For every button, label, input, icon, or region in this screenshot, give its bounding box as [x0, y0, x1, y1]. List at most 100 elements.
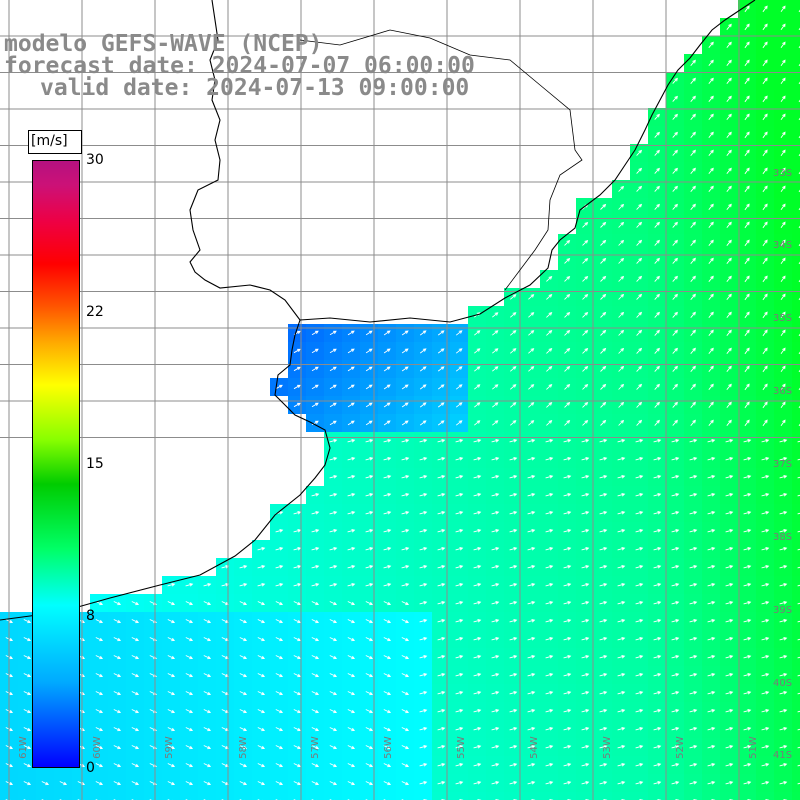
wind-arrow — [527, 762, 536, 767]
wind-arrow — [563, 564, 572, 569]
wind-arrow — [510, 402, 517, 408]
wind-arrow — [545, 528, 554, 533]
wind-arrow — [546, 365, 553, 372]
wind-arrow — [617, 546, 626, 551]
wind-arrow — [491, 582, 500, 587]
wind-arrow — [780, 149, 786, 157]
wind-arrow — [761, 636, 770, 641]
wind-arrow — [419, 420, 427, 426]
wind-arrow — [725, 744, 734, 749]
wind-arrow — [671, 456, 680, 461]
lon-label-55w: 55W — [455, 736, 467, 759]
wind-cell — [198, 792, 216, 800]
wind-cell — [792, 270, 800, 288]
wind-arrow — [113, 745, 122, 750]
wind-arrow — [329, 366, 337, 372]
wind-arrow — [401, 745, 410, 750]
wind-arrow — [635, 582, 644, 587]
wind-arrow — [131, 727, 140, 732]
wind-arrow — [527, 636, 536, 641]
wind-arrow — [564, 383, 571, 390]
wind-arrow — [455, 672, 464, 677]
wind-arrow — [581, 618, 590, 623]
wind-cell — [612, 792, 630, 800]
wind-arrow — [491, 780, 500, 785]
wind-arrow — [762, 113, 768, 121]
wind-arrow — [546, 347, 553, 354]
title-line-forecast-date: forecast date: 2024-07-07 06:00:00 — [4, 53, 475, 79]
wind-arrow — [383, 546, 392, 551]
wind-arrow — [527, 708, 536, 713]
wind-arrow — [239, 619, 248, 624]
wind-arrow — [311, 492, 320, 497]
wind-arrow — [743, 582, 752, 587]
wind-arrow — [600, 347, 607, 354]
wind-arrow — [779, 690, 788, 695]
wind-arrow — [401, 528, 410, 533]
wind-arrow — [131, 673, 140, 678]
wind-arrow — [492, 384, 499, 390]
wind-arrow — [599, 474, 608, 479]
wind-arrow — [113, 619, 122, 624]
wind-arrow — [473, 762, 482, 767]
wind-arrow — [401, 582, 410, 587]
wind-cell — [792, 720, 800, 738]
wind-arrow — [581, 474, 590, 479]
wind-arrow — [797, 458, 800, 461]
wind-arrow — [275, 763, 284, 768]
wind-arrow — [690, 59, 696, 66]
wind-arrow — [617, 618, 626, 623]
wind-arrow — [761, 690, 770, 695]
wind-arrow — [113, 691, 122, 696]
wind-arrow — [365, 601, 374, 606]
wind-arrow — [455, 780, 464, 785]
wind-arrow — [419, 492, 428, 497]
wind-arrow — [726, 383, 732, 390]
wind-arrow — [618, 293, 625, 300]
wind-arrow — [618, 185, 625, 192]
wind-arrow — [167, 655, 176, 660]
wind-arrow — [671, 654, 680, 659]
wind-arrow — [581, 438, 590, 443]
wind-arrow — [762, 5, 768, 13]
wind-arrow — [653, 690, 662, 695]
wind-arrow — [744, 311, 750, 319]
wind-arrow — [437, 546, 446, 551]
wind-arrow — [689, 546, 698, 551]
wind-arrow — [473, 654, 482, 659]
wind-arrow — [275, 727, 284, 732]
wind-arrow — [744, 383, 750, 391]
wind-arrow — [419, 600, 428, 605]
wind-arrow — [617, 780, 626, 785]
wind-arrow — [744, 59, 750, 67]
wind-arrow — [671, 564, 680, 569]
wind-arrow — [473, 636, 482, 641]
wind-arrow — [527, 438, 536, 443]
wind-arrow — [437, 564, 446, 569]
wind-arrow — [528, 312, 535, 318]
wind-cell — [252, 792, 270, 800]
wind-arrow — [365, 745, 374, 750]
wind-arrow — [618, 203, 625, 210]
wind-arrow — [744, 347, 750, 355]
wind-arrow — [743, 600, 752, 605]
wind-arrow — [437, 438, 446, 443]
wind-arrow — [725, 618, 734, 623]
wind-cell — [144, 792, 162, 800]
wind-arrow — [401, 492, 410, 497]
wind-arrow — [491, 528, 500, 533]
wind-arrow — [527, 744, 536, 749]
lat-label-37s: 37S — [773, 459, 793, 470]
wind-arrow — [23, 709, 32, 714]
wind-arrow — [743, 726, 752, 731]
wind-arrow — [365, 655, 374, 660]
wind-arrow — [707, 474, 716, 479]
wind-arrow — [726, 77, 732, 84]
wind-arrow — [131, 601, 140, 606]
wind-arrow — [725, 636, 734, 641]
wind-cell — [792, 162, 800, 180]
wind-arrow — [563, 438, 572, 443]
wind-arrow — [618, 419, 625, 426]
wind-arrow — [600, 275, 607, 282]
wind-arrow — [95, 691, 104, 696]
